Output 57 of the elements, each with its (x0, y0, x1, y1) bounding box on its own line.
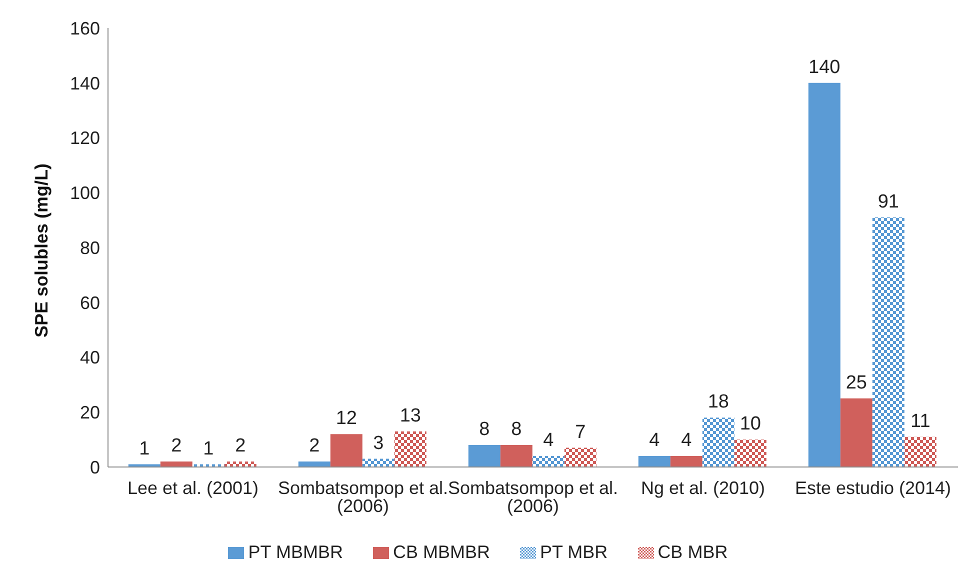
bar (330, 434, 362, 467)
data-label: 2 (309, 436, 320, 457)
y-tick-label: 20 (80, 402, 100, 423)
data-label: 25 (846, 372, 867, 394)
data-label: 11 (910, 410, 930, 432)
y-tick-label: 60 (80, 292, 100, 313)
bar (702, 418, 734, 467)
bar (808, 82, 840, 467)
bar (670, 456, 702, 467)
data-label: 18 (708, 392, 729, 413)
bar (362, 458, 394, 467)
data-label: 12 (336, 408, 357, 430)
bar (872, 217, 904, 467)
data-label: 3 (373, 432, 384, 454)
bar (160, 462, 192, 467)
bar (298, 462, 330, 467)
x-tick-label: Sombatsompop et al. (2006) (448, 478, 618, 516)
data-label: 4 (649, 430, 660, 452)
bar (638, 456, 670, 467)
data-label: 1 (139, 438, 150, 460)
x-tick-label: Sombatsompop et al. (2006) (278, 478, 448, 516)
y-tick-label: 140 (70, 73, 100, 94)
bar (468, 445, 500, 467)
bar (734, 440, 766, 467)
y-tick-label: 0 (90, 457, 100, 478)
data-label: 2 (171, 436, 182, 457)
bar (532, 456, 564, 467)
data-label: 10 (740, 414, 761, 435)
legend-label: CB MBMBR (392, 542, 490, 562)
bar (394, 431, 426, 467)
bar (500, 445, 532, 467)
legend-label: PT MBR (540, 542, 608, 562)
y-tick-label: 100 (70, 183, 100, 204)
y-tick-label: 160 (70, 18, 100, 38)
data-label: 2 (235, 436, 246, 457)
x-tick-label: Este estudio (2014) (794, 478, 952, 498)
bar (904, 436, 936, 467)
x-tick-label: Lee et al. (2001) (127, 478, 259, 498)
data-label: 4 (681, 430, 692, 452)
x-tick-label: Ng et al. (2010) (640, 478, 766, 498)
data-label: 8 (511, 419, 522, 440)
legend-label: PT MBMBR (248, 542, 343, 562)
y-tick-label: 120 (70, 128, 100, 148)
data-label: 8 (479, 419, 490, 440)
y-tick-label: 80 (80, 238, 100, 258)
data-label: 140 (808, 56, 840, 78)
data-label: 4 (543, 430, 554, 452)
data-label: 91 (878, 191, 899, 212)
bar (224, 462, 256, 467)
legend-label: CB MBR (658, 542, 728, 562)
data-label: 1 (203, 438, 214, 460)
y-axis-title: SPE solubles (mg/L) (31, 163, 52, 338)
y-tick-label: 40 (80, 348, 100, 368)
data-label: 13 (400, 405, 421, 426)
data-label: 7 (575, 422, 586, 443)
bar (564, 448, 596, 467)
bar (840, 398, 872, 467)
